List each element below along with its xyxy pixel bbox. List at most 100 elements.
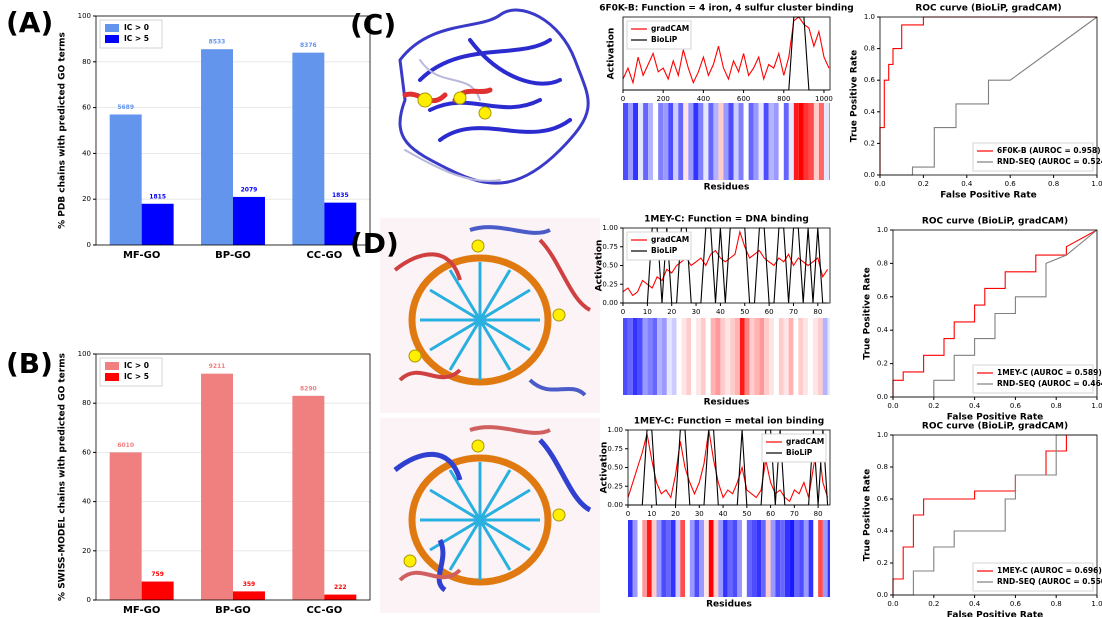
heatmap-cell: [701, 318, 706, 395]
page: (A) % PDB chains with predicted GO terms 0…: [0, 0, 1102, 617]
x-tick-label: MF-GO: [123, 250, 160, 261]
chart-title: 1MEY-C: Function = metal ion binding: [634, 417, 824, 427]
bar: [292, 53, 324, 245]
x-tick-label: 1.0: [1091, 600, 1102, 608]
heatmap-cell: [759, 318, 764, 395]
x-tick-label: 0.4: [961, 180, 973, 188]
heatmap-cell: [784, 318, 789, 395]
bar-count-label: 8376: [300, 42, 317, 49]
heatmap-cell: [769, 103, 774, 180]
x-tick-label: 20: [671, 510, 680, 518]
heatmap-cell: [779, 318, 784, 395]
y-tick-label: 0.25: [607, 482, 623, 490]
heatmap-cell: [628, 318, 633, 395]
heatmap-cell: [706, 318, 711, 395]
heatmap-cell: [744, 103, 749, 180]
x-tick-label: 0.8: [1048, 180, 1059, 188]
heatmap-cell: [628, 520, 633, 597]
y-tick-label: 0.2: [877, 559, 888, 567]
panel-label: (A): [6, 6, 53, 39]
legend-label: IC > 5: [124, 372, 149, 381]
x-tick-label: 0.0: [887, 600, 898, 608]
heatmap-cell: [671, 520, 676, 597]
x-axis-label: False Positive Rate: [940, 191, 1037, 201]
y-tick-label: 1.0: [864, 13, 875, 21]
heatmap-cell: [823, 318, 828, 395]
x-tick-label: 0.0: [887, 402, 898, 410]
x-tick-label: 0.4: [969, 402, 981, 410]
bar: [201, 374, 233, 600]
heatmap-cell: [789, 318, 794, 395]
heatmap-cell: [647, 520, 652, 597]
bar-count-label: 359: [243, 581, 256, 588]
y-tick-label: 100: [78, 350, 91, 358]
y-tick-label: 0.4: [877, 527, 889, 535]
heatmap-cell: [755, 318, 760, 395]
heatmap-cell: [769, 318, 774, 395]
y-tick-label: 0.4: [877, 326, 889, 334]
heatmap-cell: [813, 520, 818, 597]
heatmap-cell: [809, 520, 814, 597]
bar: [324, 595, 356, 600]
ribbon: [420, 40, 570, 140]
legend-label: IC > 0: [124, 361, 149, 370]
x-tick-label: 60: [766, 510, 775, 518]
x-axis-label: Residues: [706, 600, 752, 610]
protein-structure: [400, 10, 588, 183]
y-tick-label: 0.2: [864, 139, 875, 147]
x-tick-label: 0.2: [928, 600, 939, 608]
x-tick-label: 1.0: [1091, 402, 1102, 410]
heatmap-cell: [723, 520, 728, 597]
x-tick-label: 800: [777, 95, 790, 103]
heatmap-cell: [734, 103, 739, 180]
y-axis-label: True Positive Rate: [863, 267, 873, 359]
heatmap-cell: [633, 103, 638, 180]
heatmap-cell: [829, 103, 830, 180]
y-tick-label: 0.8: [877, 259, 888, 267]
bar: [233, 591, 265, 600]
panel-label: (C): [350, 8, 396, 41]
heatmap-cell: [686, 318, 691, 395]
legend-label: gradCAM: [786, 437, 824, 446]
y-tick-label: 0.0: [877, 393, 888, 401]
y-tick-label: 20: [82, 195, 91, 203]
heatmap-cell: [804, 103, 809, 180]
heatmap-cell: [737, 520, 742, 597]
heatmap-cell: [759, 103, 764, 180]
legend-label: BioLiP: [651, 246, 678, 255]
legend-label: IC > 5: [124, 34, 149, 43]
y-tick-label: 40: [82, 498, 91, 506]
x-tick-label: 80: [813, 308, 822, 316]
legend-label: 1MEY-C (AUROC = 0.589): [997, 368, 1102, 377]
heatmap-cell: [766, 520, 771, 597]
x-tick-label: 0.4: [969, 600, 981, 608]
bar-count-label: 9211: [209, 363, 226, 370]
heatmap-cell: [653, 103, 658, 180]
heatmap-cell: [771, 520, 776, 597]
heatmap-cell: [804, 520, 809, 597]
heatmap-cell: [747, 520, 752, 597]
legend-label: gradCAM: [651, 235, 689, 244]
bar: [110, 452, 142, 600]
y-axis-label: % PDB chains with predicted GO terms: [58, 32, 68, 229]
heatmap-cell: [713, 103, 718, 180]
x-tick-label: 50: [742, 510, 751, 518]
legend-label: 6F0K-B (AUROC = 0.958): [997, 146, 1101, 155]
heatmap-cell: [798, 318, 803, 395]
x-tick-label: 1000: [815, 95, 833, 103]
heatmap-cell: [668, 103, 673, 180]
heatmap-cell: [661, 520, 666, 597]
heatmap-cell: [752, 520, 757, 597]
heatmap-cell: [696, 318, 701, 395]
heatmap-cell: [708, 103, 713, 180]
chart: ROC curve (BioLiP, gradCAM)True Positive…: [863, 422, 1102, 617]
heatmap-cell: [808, 318, 813, 395]
heatmap-cell: [673, 103, 678, 180]
heatmap-cell: [754, 103, 759, 180]
heatmap-cell: [676, 520, 681, 597]
heatmap-cell: [648, 103, 653, 180]
chart-title: ROC curve (BioLiP, gradCAM): [915, 4, 1061, 14]
bar: [142, 582, 174, 600]
y-tick-label: 0.8: [877, 463, 888, 471]
heatmap-cell: [764, 103, 769, 180]
